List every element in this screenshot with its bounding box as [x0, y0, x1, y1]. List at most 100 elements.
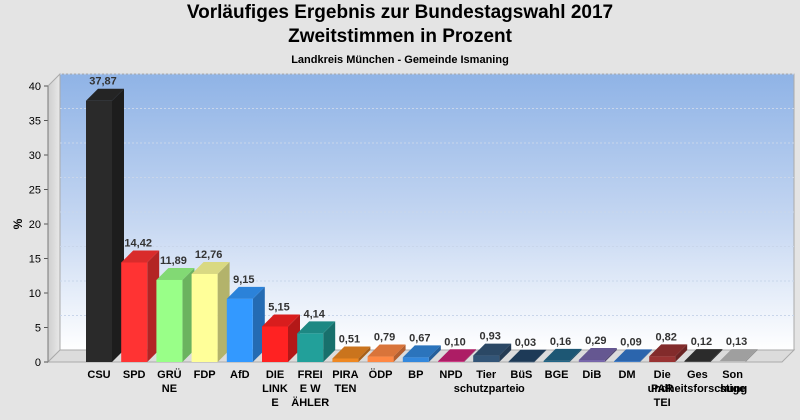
- bar-front: [332, 358, 359, 362]
- bar-front: [719, 361, 746, 362]
- bar-value-label: 0,13: [726, 336, 747, 348]
- bar: [438, 349, 476, 362]
- bar-value-label: 14,42: [124, 238, 152, 250]
- bar-value-label: 0,29: [585, 335, 606, 347]
- x-tick-label: SPD: [123, 369, 146, 381]
- bar-top: [367, 344, 406, 357]
- x-tick-label: GRÜ NE: [157, 368, 182, 395]
- bar-top: [297, 321, 336, 334]
- bar: [121, 250, 160, 362]
- bar-side: [358, 346, 371, 362]
- bar-front: [684, 361, 711, 362]
- bar-front: [473, 355, 500, 362]
- bar: [649, 344, 688, 362]
- bar-side: [112, 88, 124, 363]
- x-tick-label: Die PAR TEI: [651, 369, 673, 409]
- bar-side: [464, 349, 476, 362]
- bar-value-label: 4,14: [303, 308, 325, 320]
- bar-front: [367, 356, 394, 362]
- bar-front: [262, 326, 288, 362]
- y-tick-label: 40: [29, 81, 41, 93]
- y-tick-label: 0: [35, 357, 41, 369]
- x-tick-label: Son stige: [720, 369, 746, 395]
- bar-value-label: 11,89: [160, 255, 187, 267]
- y-axis-label: %: [11, 218, 25, 229]
- bar-top: [86, 88, 124, 101]
- bar: [402, 345, 441, 362]
- bar-side: [182, 267, 195, 362]
- bar: [297, 321, 336, 362]
- x-tick-label: CSU: [87, 369, 110, 381]
- bar: [508, 349, 547, 363]
- y-tick-label: 20: [29, 219, 41, 231]
- x-tick-label: Ges undheitsforschung: [648, 369, 748, 395]
- bar: [226, 286, 265, 362]
- chart-region: Landkreis München - Gemeinde Ismaning: [291, 54, 509, 66]
- bar-side: [534, 349, 547, 362]
- bar-value-label: 0,51: [339, 333, 360, 345]
- bar-value-label: 0,12: [691, 336, 712, 348]
- bar-value-label: 12,76: [195, 249, 223, 261]
- bar-top: [543, 348, 582, 361]
- bar-side: [604, 347, 617, 362]
- bar-top: [226, 286, 265, 299]
- bar-side: [323, 321, 336, 362]
- bar-value-label: 0,09: [620, 336, 641, 348]
- bar: [367, 344, 406, 362]
- y-tick-label: 10: [29, 288, 41, 300]
- bar-side: [393, 344, 406, 362]
- y-tick-label: 25: [29, 185, 41, 197]
- bar-front: [578, 359, 605, 362]
- bar-value-label: 0,82: [655, 331, 676, 343]
- bar-top: [191, 261, 230, 274]
- bar-top: [684, 349, 723, 362]
- bar-side: [147, 250, 160, 362]
- bar-front: [86, 100, 112, 363]
- bar-top: [438, 349, 476, 362]
- bar-value-label: 9,15: [233, 274, 254, 286]
- bar-front: [508, 361, 535, 363]
- x-tick-label: DM: [618, 369, 635, 381]
- x-tick-label: DIE LINK E: [262, 369, 288, 409]
- bar-side: [675, 344, 688, 362]
- y-tick-label: 35: [29, 116, 41, 128]
- x-tick-label: BüS o: [510, 369, 532, 395]
- x-tick-label: BP: [408, 369, 423, 381]
- y-tick-label: 30: [29, 150, 41, 162]
- bar-side: [288, 314, 300, 362]
- bar-top: [262, 314, 300, 327]
- bar: [578, 347, 617, 362]
- bar-value-label: 0,16: [550, 336, 571, 348]
- bar-value-label: 0,10: [444, 336, 465, 348]
- bar-front: [226, 298, 253, 362]
- bar-top: [649, 344, 688, 357]
- x-tick-label: BGE: [545, 369, 569, 381]
- bar: [719, 349, 758, 362]
- bar-front: [614, 361, 640, 362]
- x-tick-label: DiB: [582, 369, 601, 381]
- bar-side: [252, 286, 265, 362]
- bar-top: [156, 267, 195, 280]
- y-tick-label: 5: [35, 323, 41, 335]
- bar-top: [473, 343, 512, 356]
- bar-value-label: 5,15: [268, 301, 289, 313]
- bar-side: [569, 348, 582, 362]
- x-tick-label: NPD: [439, 369, 462, 381]
- chart-title: Vorläufiges Ergebnis zur Bundestagswahl …: [186, 2, 614, 23]
- bar-side: [745, 349, 758, 362]
- bar: [332, 346, 371, 362]
- bar-front: [649, 356, 676, 362]
- x-tick-label: AfD: [230, 369, 250, 381]
- bar: [262, 314, 300, 362]
- x-tick-label: FDP: [194, 369, 216, 381]
- bar-side: [428, 345, 441, 362]
- bar-side: [640, 349, 652, 362]
- bar-top: [332, 346, 371, 359]
- bar: [191, 261, 230, 362]
- bar-value-label: 0,93: [479, 331, 500, 343]
- bar: [543, 348, 582, 362]
- bar-value-label: 0,79: [374, 332, 395, 344]
- bar-front: [402, 357, 429, 362]
